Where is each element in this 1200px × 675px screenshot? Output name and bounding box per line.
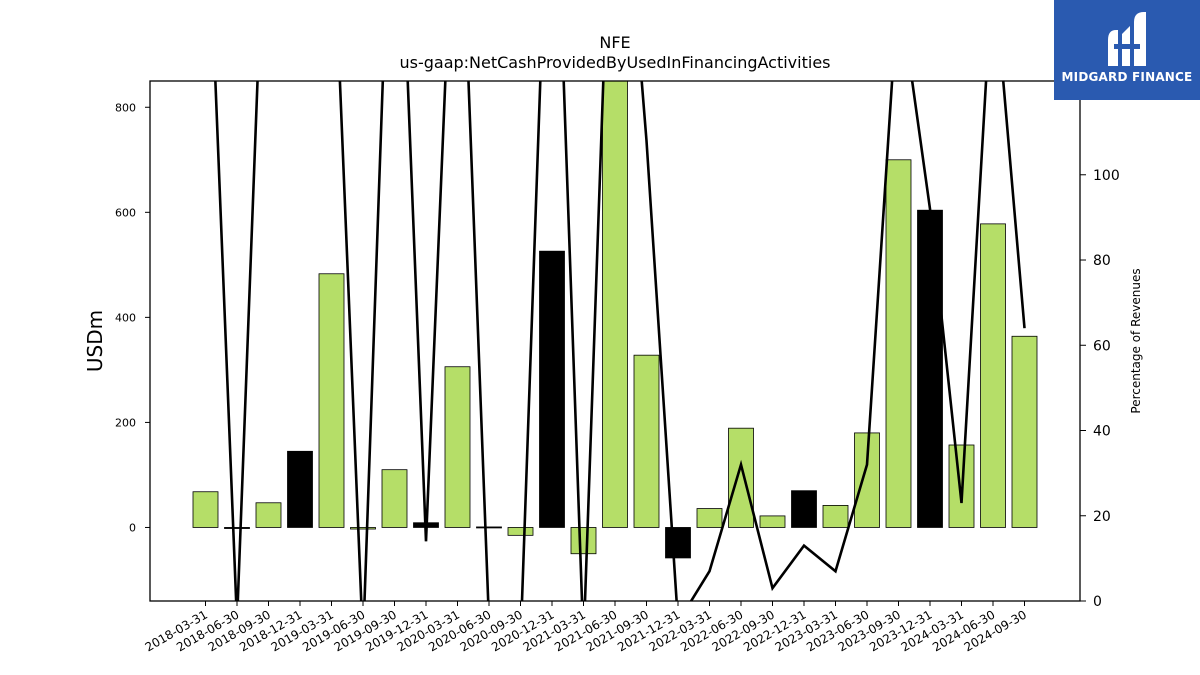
bar-2024-06-30 (980, 223, 1006, 528)
bar-2022-12-31 (791, 490, 817, 528)
bar-2023-09-30 (885, 159, 912, 528)
chart-subtitle: us-gaap:NetCashProvidedByUsedInFinancing… (399, 53, 830, 72)
chart-title: NFE (599, 33, 630, 52)
bar-2023-06-30 (854, 432, 880, 528)
bar-series (192, 81, 1038, 559)
bar-2022-03-31 (696, 508, 723, 528)
y-tick-label: 600 (115, 206, 136, 219)
bar-2022-09-30 (759, 515, 786, 528)
bar-2019-06-30 (350, 527, 376, 530)
bar-2018-06-30 (224, 527, 250, 529)
y-tick-label: 0 (129, 521, 136, 534)
bar-2019-09-30 (381, 469, 408, 528)
y-axis-right: 0 20 40 60 80 100 (1080, 168, 1120, 610)
bar-2023-12-31 (917, 209, 943, 528)
x-axis: 2018-03-312018-06-302018-09-302018-12-31… (143, 601, 1029, 654)
line-series (214, 81, 1026, 601)
bar-2019-03-31 (318, 273, 345, 528)
y2-tick-label: 60 (1093, 338, 1111, 354)
y2-axis-label: Percentage of Revenues (1129, 268, 1143, 413)
bar-2021-12-31 (665, 527, 691, 559)
bar-2020-03-31 (444, 366, 471, 528)
bar-2022-06-30 (728, 427, 754, 528)
logo-mark-icon (1108, 12, 1146, 66)
bar-2020-06-30 (476, 526, 502, 529)
y2-tick-label: 20 (1093, 509, 1111, 525)
y-axis-label: USDm (83, 310, 107, 372)
bar-2018-12-31 (287, 450, 313, 528)
y2-tick-label: 40 (1093, 424, 1111, 440)
y-tick-label: 400 (115, 311, 136, 324)
y2-tick-label: 100 (1093, 168, 1120, 184)
y-tick-label: 200 (115, 416, 136, 429)
bar-2020-09-30 (507, 527, 534, 536)
bar-2024-03-31 (948, 444, 975, 528)
bar-2020-12-31 (539, 250, 565, 528)
bar-2021-03-31 (570, 527, 597, 555)
bar-2018-03-31 (192, 491, 219, 528)
logo: MIDGARD FINANCE (1054, 0, 1200, 100)
bar-2023-03-31 (822, 505, 849, 528)
bar-2021-09-30 (633, 354, 660, 528)
revenue-percentage-line (214, 81, 1026, 601)
logo-text: MIDGARD FINANCE (1061, 70, 1193, 84)
y-axis-left: 0 200 400 600 800 (115, 101, 150, 534)
y-tick-label: 800 (115, 101, 136, 114)
bar-2021-06-30 (602, 81, 628, 528)
y2-tick-label: 0 (1093, 594, 1102, 610)
y2-tick-label: 80 (1093, 253, 1111, 269)
bar-2018-09-30 (255, 502, 282, 528)
bar-2024-09-30 (1011, 335, 1038, 528)
